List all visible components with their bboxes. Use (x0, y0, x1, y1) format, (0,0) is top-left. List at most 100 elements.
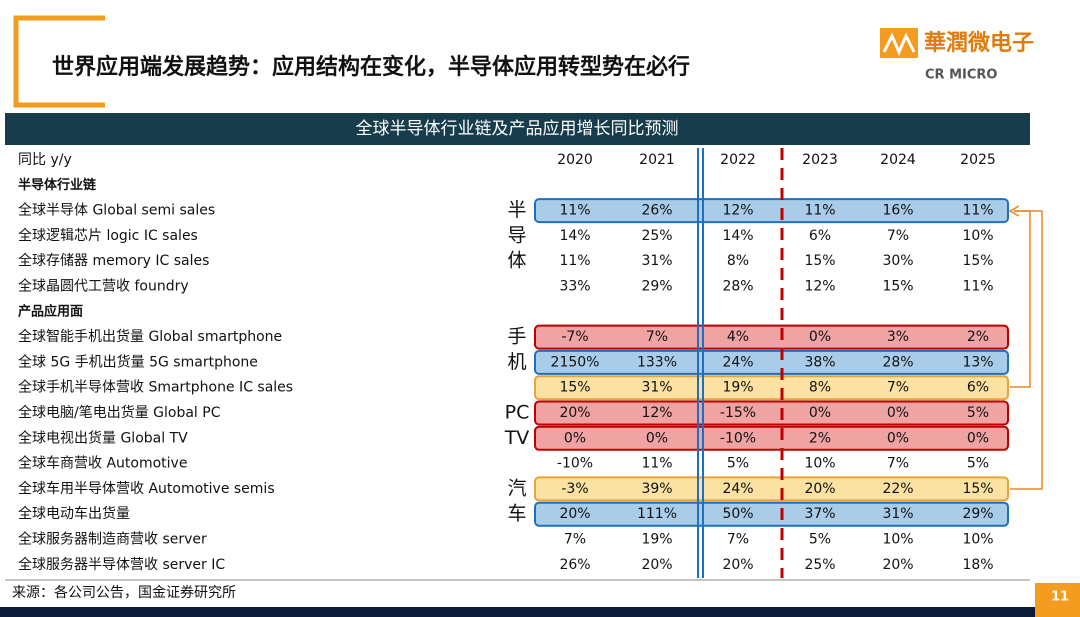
cell-value: 11% (559, 253, 590, 269)
row-label: 全球手机半导体营收 Smartphone IC sales (18, 379, 293, 396)
cell-value: 19% (641, 532, 672, 548)
cell-value: 20% (804, 481, 835, 497)
column-header: 同比 y/y (18, 152, 72, 168)
column-header: 2020 (557, 152, 593, 168)
table: 同比 y/y 2020 2021 2022 2023 2024 2025 半导体行业链全球半导… (18, 152, 996, 573)
cell-value: 12% (641, 405, 672, 421)
cell-value: 5% (967, 456, 989, 472)
cell-value: 0% (646, 430, 668, 446)
cell-value: 0% (967, 430, 989, 446)
row-label: 全球服务器制造商营收 server (18, 531, 207, 548)
row-label: 全球车用半导体营收 Automotive semis (18, 480, 275, 497)
cell-value: 20% (559, 506, 590, 522)
row-label: 全球智能手机出货量 Global smartphone (18, 328, 282, 345)
column-header: 2021 (639, 152, 675, 168)
column-header: 2024 (880, 152, 916, 168)
cell-value: 7% (887, 380, 909, 396)
cell-value: 16% (882, 203, 913, 219)
cell-value: 6% (809, 228, 831, 244)
cell-value: 10% (882, 532, 913, 548)
cell-value: 8% (727, 253, 749, 269)
row-label: 全球电视出货量 Global TV (18, 429, 188, 446)
cell-value: 15% (962, 253, 993, 269)
section-label: 半导体行业链 (18, 177, 97, 193)
arrow-head (1008, 205, 1020, 217)
cell-value: 20% (641, 557, 672, 573)
cell-value: 31% (882, 506, 913, 522)
group-label: TV (504, 427, 530, 449)
logo: 華潤微电子 CR MICRO (880, 28, 1034, 83)
table-title: 全球半导体行业链及产品应用增长同比预测 (356, 119, 679, 139)
row-label: 全球存储器 memory IC sales (18, 252, 209, 269)
group-label: 导 (507, 224, 526, 246)
cell-value: 15% (804, 253, 835, 269)
row-label: 全球 5G 手机出货量 5G smartphone (18, 353, 258, 370)
cell-value: 5% (727, 456, 749, 472)
cell-value: 22% (882, 481, 913, 497)
cell-value: 33% (559, 279, 590, 295)
cell-value: 24% (722, 481, 753, 497)
cell-value: 10% (804, 456, 835, 472)
group-label: 机 (507, 351, 526, 373)
cell-value: 10% (962, 228, 993, 244)
cell-value: 14% (722, 228, 753, 244)
cell-value: 0% (887, 405, 909, 421)
cell-value: -15% (720, 405, 756, 421)
cell-value: 3% (887, 329, 909, 345)
connector-arrow (1010, 210, 1043, 490)
section-label: 产品应用面 (18, 303, 83, 319)
group-label: PC (505, 402, 530, 424)
group-label: 半 (507, 199, 526, 221)
cell-value: 0% (887, 430, 909, 446)
connector (1008, 205, 1043, 490)
cell-value: 11% (559, 203, 590, 219)
cell-value: 8% (809, 380, 831, 396)
cell-value: 7% (564, 532, 586, 548)
group-label: 车 (507, 503, 526, 525)
row-highlight (534, 425, 1009, 451)
row-highlight (534, 501, 1009, 527)
cell-value: 18% (962, 557, 993, 573)
group-label: 手 (507, 326, 526, 348)
cell-value: 133% (637, 354, 677, 370)
row-highlight (534, 349, 1009, 375)
column-header: 2023 (802, 152, 838, 168)
row-highlight (534, 476, 1009, 502)
cell-value: 2150% (551, 354, 600, 370)
cell-value: 31% (641, 380, 672, 396)
cell-value: 6% (967, 380, 989, 396)
logo-mark (882, 32, 916, 56)
cell-value: 2% (809, 430, 831, 446)
cell-value: 10% (962, 532, 993, 548)
cell-value: 13% (962, 354, 993, 370)
cell-value: -7% (561, 329, 588, 345)
cell-value: 7% (727, 532, 749, 548)
logo-cn: 華潤微电子 (924, 30, 1034, 56)
cell-value: -10% (557, 456, 593, 472)
cell-value: 5% (967, 405, 989, 421)
cell-value: 15% (882, 279, 913, 295)
group-label: 汽 (507, 477, 526, 499)
cell-value: 50% (722, 506, 753, 522)
cell-value: 19% (722, 380, 753, 396)
cell-value: 15% (962, 481, 993, 497)
cell-value: 25% (641, 228, 672, 244)
cell-value: 0% (809, 405, 831, 421)
cell-value: 31% (641, 253, 672, 269)
page-number: 11 (1051, 590, 1069, 605)
row-label: 全球晶圆代工营收 foundry (18, 278, 189, 295)
row-highlight (534, 375, 1009, 401)
cell-value: 11% (641, 456, 672, 472)
bottom-bar (0, 607, 1080, 617)
row-label: 全球电动车出货量 (18, 505, 130, 522)
cell-value: 15% (559, 380, 590, 396)
cell-value: 12% (722, 203, 753, 219)
row-label: 全球逻辑芯片 logic IC sales (18, 227, 198, 244)
cell-value: 4% (727, 329, 749, 345)
cell-value: 0% (809, 329, 831, 345)
cell-value: 25% (804, 557, 835, 573)
highlights (534, 198, 1009, 527)
cell-value: 29% (962, 506, 993, 522)
